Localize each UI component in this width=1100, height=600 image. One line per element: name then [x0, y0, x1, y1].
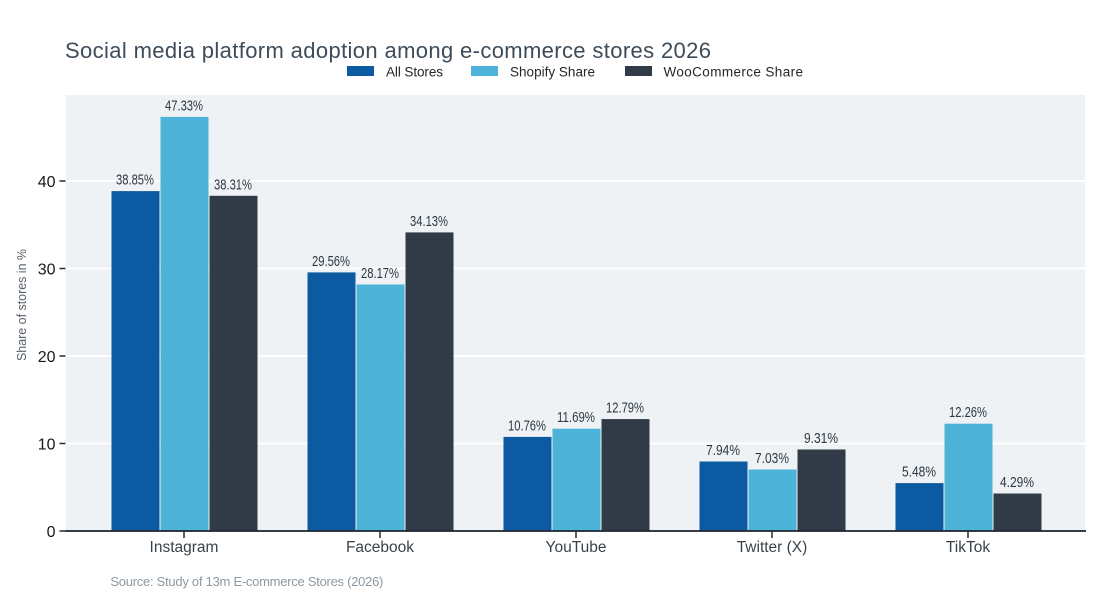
svg-text:Share of stores in %: Share of stores in % — [14, 249, 29, 361]
svg-text:Source: Study of 13m E-commerc: Source: Study of 13m E-commerce Stores (… — [110, 574, 383, 589]
svg-text:12.79%: 12.79% — [606, 401, 644, 417]
svg-text:TikTok: TikTok — [946, 539, 990, 556]
svg-text:7.03%: 7.03% — [755, 451, 789, 467]
svg-text:30: 30 — [38, 261, 56, 278]
svg-text:0: 0 — [47, 524, 56, 541]
svg-text:40: 40 — [38, 174, 56, 191]
svg-text:All Stores: All Stores — [386, 65, 443, 80]
svg-text:Shopify Share: Shopify Share — [510, 65, 595, 80]
svg-text:9.31%: 9.31% — [804, 431, 838, 447]
svg-text:29.56%: 29.56% — [312, 254, 350, 270]
svg-text:38.31%: 38.31% — [214, 177, 252, 193]
svg-text:Social media platform adoption: Social media platform adoption among e-c… — [65, 38, 711, 63]
svg-text:5.48%: 5.48% — [902, 465, 936, 481]
svg-text:12.26%: 12.26% — [949, 405, 987, 421]
svg-text:34.13%: 34.13% — [410, 214, 448, 230]
svg-text:10: 10 — [38, 436, 56, 453]
svg-text:47.33%: 47.33% — [165, 98, 203, 114]
svg-text:Facebook: Facebook — [346, 539, 414, 556]
svg-text:11.69%: 11.69% — [557, 410, 595, 426]
svg-text:WooCommerce Share: WooCommerce Share — [664, 65, 804, 80]
svg-text:Instagram: Instagram — [150, 539, 219, 556]
svg-text:28.17%: 28.17% — [361, 266, 399, 282]
svg-text:20: 20 — [38, 349, 56, 366]
svg-text:10.76%: 10.76% — [508, 418, 546, 434]
svg-text:7.94%: 7.94% — [706, 443, 740, 459]
svg-text:YouTube: YouTube — [546, 539, 607, 556]
svg-text:4.29%: 4.29% — [1000, 475, 1034, 491]
svg-text:Twitter (X): Twitter (X) — [737, 539, 808, 556]
svg-text:38.85%: 38.85% — [116, 173, 154, 189]
